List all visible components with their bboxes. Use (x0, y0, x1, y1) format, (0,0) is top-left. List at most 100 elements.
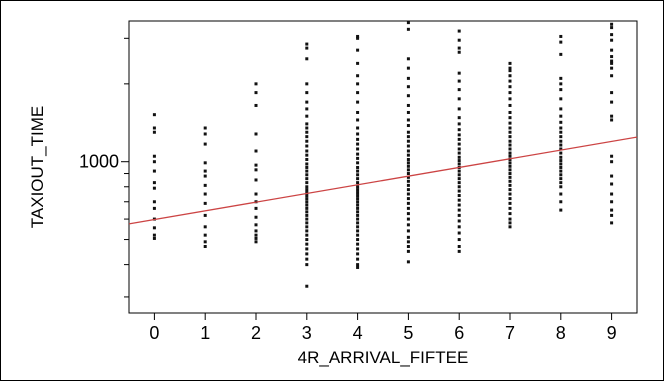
data-point (457, 159, 461, 163)
data-point (457, 116, 461, 120)
data-point (356, 206, 360, 210)
data-point (305, 149, 309, 153)
data-point (203, 142, 207, 146)
data-point (406, 240, 410, 244)
data-point (559, 97, 563, 101)
data-point (356, 247, 360, 251)
data-point (457, 185, 461, 189)
data-point (406, 206, 410, 210)
data-point (559, 76, 563, 80)
data-point (356, 74, 360, 78)
data-point (254, 240, 258, 244)
data-point (457, 189, 461, 193)
data-point (406, 153, 410, 157)
data-point (356, 221, 360, 225)
data-point (508, 103, 512, 107)
y-axis-ticks (121, 37, 129, 298)
data-point (559, 169, 563, 173)
data-point (305, 100, 309, 104)
data-point (356, 252, 360, 256)
data-point (356, 82, 360, 86)
data-point (356, 210, 360, 214)
data-point (457, 128, 461, 132)
data-point (406, 21, 410, 25)
data-point (305, 42, 309, 46)
data-point (305, 221, 309, 225)
x-tick-label: 0 (149, 323, 159, 343)
y-axis-title: TAXIOUT_TIME (28, 106, 47, 228)
data-point (406, 118, 410, 122)
data-point (305, 284, 309, 288)
data-point (356, 91, 360, 95)
data-point (508, 121, 512, 125)
data-point (508, 147, 512, 151)
data-point (305, 57, 309, 61)
data-point (508, 206, 512, 210)
data-point (457, 142, 461, 146)
data-point (559, 165, 563, 169)
data-point (305, 135, 309, 139)
data-point (152, 154, 156, 158)
data-point (356, 200, 360, 204)
data-point (305, 188, 309, 192)
data-point (508, 154, 512, 158)
x-tick-label: 6 (454, 323, 464, 343)
data-point (610, 74, 614, 78)
data-point (305, 169, 309, 173)
data-point (152, 200, 156, 204)
data-point (356, 161, 360, 165)
data-point (254, 163, 258, 167)
data-point (305, 257, 309, 261)
data-point (356, 188, 360, 192)
data-point (356, 152, 360, 156)
data-point (406, 76, 410, 80)
x-tick-label: 3 (302, 323, 312, 343)
x-tick-label: 4 (353, 323, 363, 343)
data-point (254, 236, 258, 240)
data-point (559, 162, 563, 166)
data-point (508, 161, 512, 165)
data-point (508, 197, 512, 201)
fit-line (128, 136, 638, 225)
data-point (203, 132, 207, 136)
x-axis-ticks (153, 313, 613, 320)
data-point (356, 238, 360, 242)
data-point (457, 213, 461, 217)
y-tick-label: 1000 (79, 152, 119, 172)
data-point (406, 149, 410, 153)
data-point (356, 147, 360, 151)
data-point (305, 197, 309, 201)
data-point (305, 130, 309, 134)
data-point (254, 206, 258, 210)
data-point (508, 130, 512, 134)
data-point (508, 225, 512, 229)
data-point (356, 191, 360, 195)
data-point (305, 122, 309, 126)
data-point (508, 66, 512, 70)
data-point (305, 203, 309, 207)
data-point (508, 85, 512, 89)
data-point (356, 194, 360, 198)
data-point (356, 110, 360, 114)
data-point (254, 229, 258, 233)
data-point (406, 197, 410, 201)
data-point (305, 206, 309, 210)
data-point (406, 172, 410, 176)
data-point (457, 46, 461, 50)
data-point (457, 249, 461, 253)
data-point (305, 173, 309, 177)
data-point (305, 162, 309, 166)
data-point (406, 139, 410, 143)
data-point (406, 161, 410, 165)
data-point (356, 257, 360, 261)
data-point (406, 245, 410, 249)
data-point (305, 210, 309, 214)
data-point (305, 191, 309, 195)
data-point (610, 100, 614, 104)
data-point (610, 118, 614, 122)
data-point (559, 147, 563, 151)
data-point (406, 27, 410, 31)
data-point (305, 144, 309, 148)
data-point (356, 100, 360, 104)
